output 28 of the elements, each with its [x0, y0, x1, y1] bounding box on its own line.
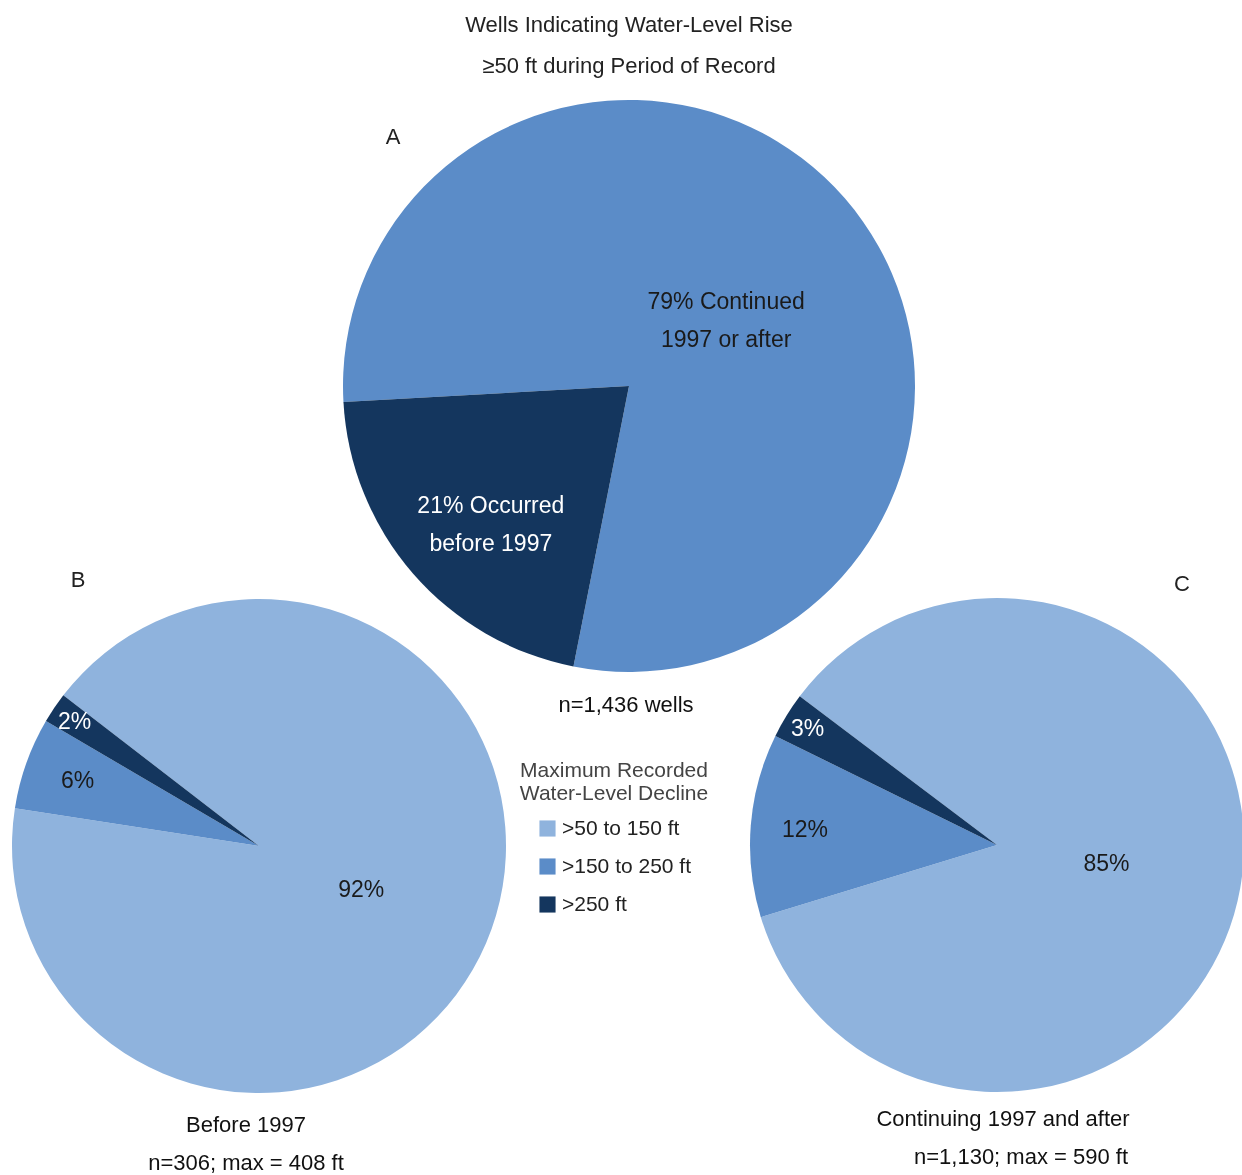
text: Before 1997	[186, 1112, 306, 1137]
text: B	[70, 567, 86, 592]
data-label: 85%	[1083, 850, 1130, 877]
text: n=1,130; max = 590 ft	[913, 1144, 1129, 1169]
data-label: 2%	[58, 707, 92, 734]
data-label: 79% Continued 1997 or after	[647, 287, 805, 352]
pie-slice	[343, 386, 629, 667]
pie-slice	[45, 695, 259, 846]
pie-slice	[750, 735, 997, 918]
legend-label: >150 to 250 ft	[562, 853, 692, 877]
pie-slice	[775, 696, 997, 845]
text: A	[385, 124, 401, 149]
chart-title: Wells Indicating Water-Level Rise ≥50 ft during Period of Record	[465, 12, 793, 78]
legend-label: >50 to 150 ft	[562, 815, 680, 839]
pie-slice	[12, 599, 506, 1093]
data-label: 92%	[338, 875, 385, 902]
text: n=1,436 wells	[558, 692, 694, 717]
legend-label: >250 ft	[562, 891, 627, 915]
data-label: 21% Occurred before 1997	[417, 492, 565, 557]
pie-slice	[760, 598, 1242, 1092]
text: C	[1174, 571, 1191, 596]
legend-title: Maximum Recorded Water-Level Decline	[519, 758, 709, 804]
data-label: 3%	[791, 714, 825, 741]
data-label: 6%	[60, 767, 95, 794]
data-label: 12%	[781, 815, 828, 842]
pie-slice	[343, 100, 915, 672]
text: Continuing 1997 and after	[876, 1106, 1130, 1131]
text: n=306; max = 408 ft	[148, 1150, 344, 1175]
